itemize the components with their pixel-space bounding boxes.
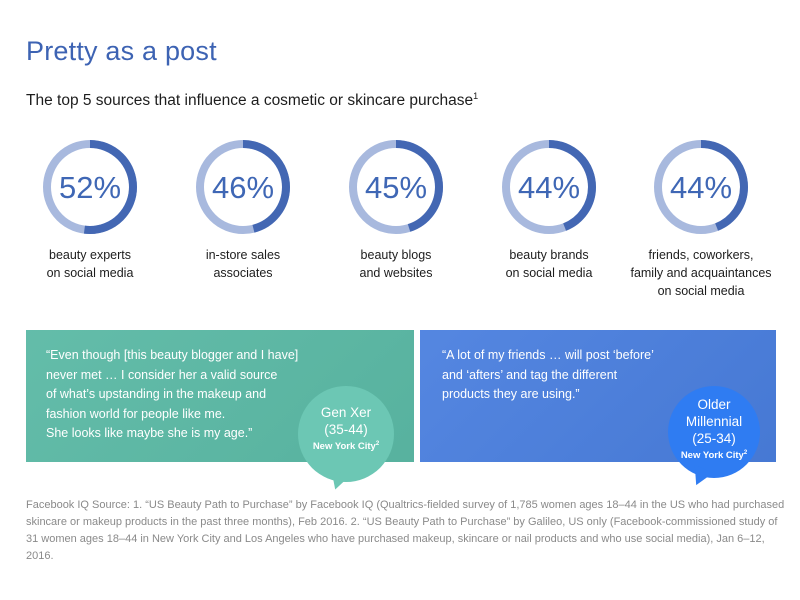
persona-label: Gen Xer (35-44) [320, 405, 372, 437]
persona-bubble: Older Millennial (25-34) New York City2 [668, 386, 760, 490]
donut-item: 44% beauty brands on social media [459, 136, 639, 282]
location-label: New York City2 [668, 450, 760, 461]
donut-value-arc [349, 140, 443, 234]
donut-ring: 46% [196, 140, 290, 234]
donut-item: 45% beauty blogs and websites [306, 136, 486, 282]
subtitle-text: The top 5 sources that influence a cosme… [26, 92, 474, 110]
location-text: New York City [680, 450, 744, 462]
location-text: New York City [312, 441, 376, 453]
donut-value-label: 52% [59, 170, 121, 205]
donut-value-label: 45% [365, 170, 427, 205]
donut-item: 44% friends, coworkers, family and acquai… [611, 136, 791, 300]
subtitle-footnote-ref: 1 [473, 91, 479, 101]
donut-ring: 45% [349, 140, 443, 234]
donut-value-label: 44% [518, 170, 580, 205]
location-footnote-ref: 2 [743, 450, 748, 456]
donut-category-label: beauty brands on social media [505, 248, 593, 280]
persona-bubble: Gen Xer (35-44) New York City2 [298, 386, 394, 493]
donut-item: 52% beauty experts on social media [0, 136, 180, 282]
page-subtitle: The top 5 sources that influence a cosme… [26, 91, 478, 110]
donut-item: 46% in-store sales associates [153, 136, 333, 282]
source-footnote: Facebook IQ Source: 1. “US Beauty Path t… [26, 499, 785, 562]
donut-ring: 44% [654, 140, 748, 234]
quote-text: “A lot of my friends … will post ‘before… [442, 348, 654, 401]
donut-ring: 52% [43, 140, 137, 234]
quote-panel-older-millennial: “A lot of my friends … will post ‘before… [420, 330, 776, 490]
donut-chart-row: 52% beauty experts on social media 46% in-s… [0, 136, 791, 300]
donut-value-label: 46% [212, 170, 274, 205]
page-title: Pretty as a post [26, 36, 217, 66]
donut-value-arc [654, 140, 748, 234]
donut-value-label: 44% [670, 170, 732, 205]
location-label: New York City2 [298, 441, 394, 452]
quote-text: “Even though [this beauty blogger and I … [46, 348, 299, 440]
donut-ring: 44% [502, 140, 596, 234]
donut-category-label: beauty blogs and websites [359, 248, 433, 280]
location-footnote-ref: 2 [375, 441, 380, 447]
donut-value-arc [196, 140, 290, 234]
bubble-tail [687, 464, 713, 490]
bubble-tail [325, 469, 351, 493]
donut-category-label: beauty experts on social media [46, 248, 134, 280]
donut-category-label: in-store sales associates [205, 248, 281, 280]
persona-label: Older Millennial (25-34) [685, 397, 743, 446]
donut-value-arc [43, 140, 137, 234]
donut-value-arc [502, 140, 596, 234]
donut-category-label: friends, coworkers, family and acquainta… [630, 248, 772, 298]
quote-panel-gen-x: “Even though [this beauty blogger and I … [26, 330, 414, 493]
